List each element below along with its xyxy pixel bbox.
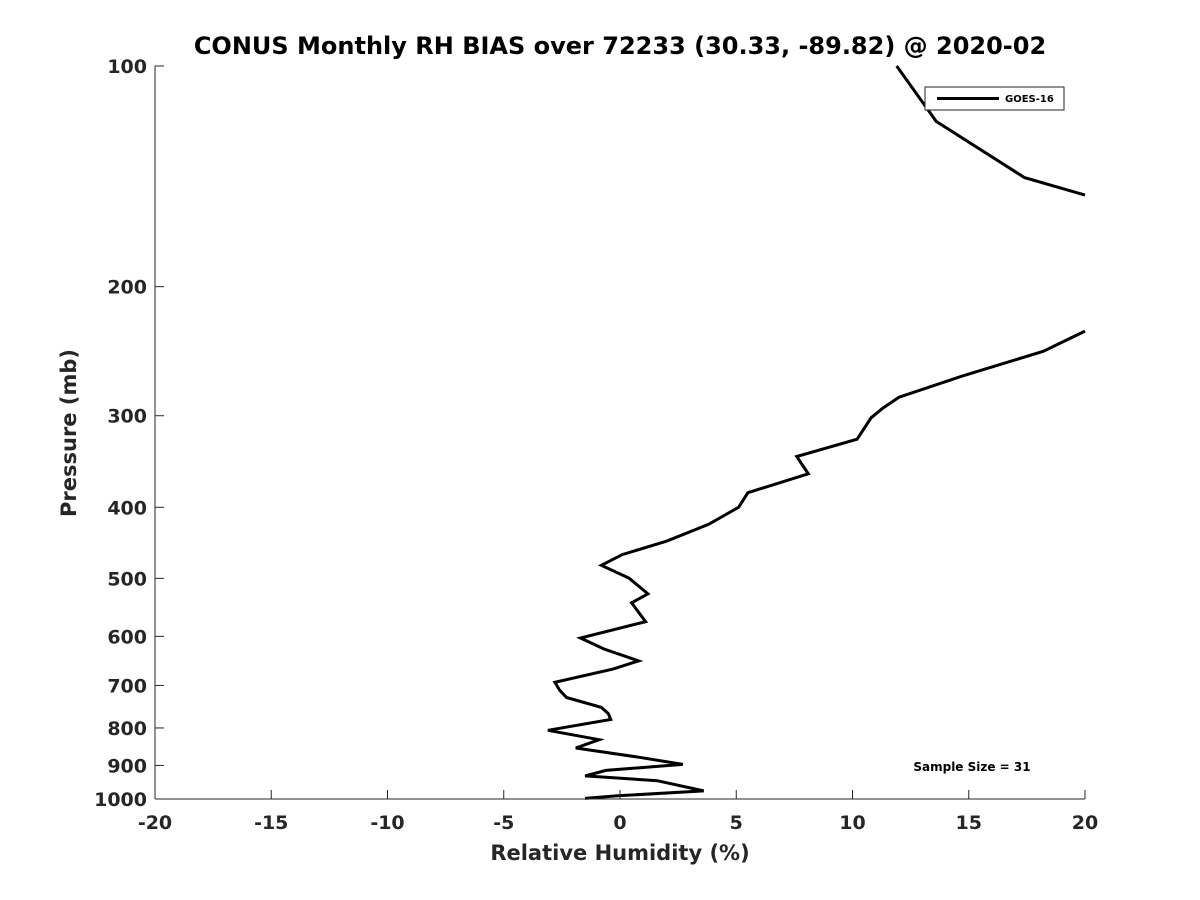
plot-area: -20 -15 -10 -5 0 5 10 15 20 100 200 300 400 500 600 70…	[94, 56, 1098, 834]
x-tick-label: 0	[613, 812, 626, 834]
series-line-goes-16-segment-2	[547, 329, 1086, 800]
x-tick-label: 10	[839, 812, 865, 834]
y-tick-label: 800	[107, 718, 147, 740]
x-tick-label: -15	[254, 812, 288, 834]
x-tick-label: -20	[138, 812, 172, 834]
sample-size-annotation: Sample Size = 31	[913, 760, 1030, 774]
y-tick-label: 900	[107, 755, 147, 777]
y-axis-ticks: 100 200 300 400 500 600 700 800 900 1000	[94, 56, 164, 811]
y-tick-label: 200	[107, 277, 147, 299]
y-tick-label: 600	[107, 626, 147, 648]
chart-title: CONUS Monthly RH BIAS over 72233 (30.33,…	[194, 32, 1046, 60]
legend-label-goes-16: GOES-16	[1005, 94, 1054, 105]
series-line-goes-16-segment-1	[895, 65, 1086, 197]
x-tick-label: 20	[1072, 812, 1098, 834]
y-tick-label: 300	[107, 406, 147, 428]
x-axis-label: Relative Humidity (%)	[490, 841, 749, 865]
legend: GOES-16	[924, 86, 1065, 111]
y-axis-label: Pressure (mb)	[57, 349, 81, 517]
y-tick-label: 500	[107, 568, 147, 590]
y-tick-label: 100	[107, 56, 147, 78]
y-tick-label: 400	[107, 497, 147, 519]
x-tick-label: -10	[370, 812, 404, 834]
y-tick-label: 1000	[94, 789, 147, 811]
x-tick-label: 5	[730, 812, 743, 834]
x-axis-ticks: -20 -15 -10 -5 0 5 10 15 20	[138, 790, 1098, 834]
series-layer	[547, 65, 1086, 800]
y-tick-label: 700	[107, 675, 147, 697]
x-tick-label: -5	[493, 812, 514, 834]
x-tick-label: 15	[956, 812, 982, 834]
